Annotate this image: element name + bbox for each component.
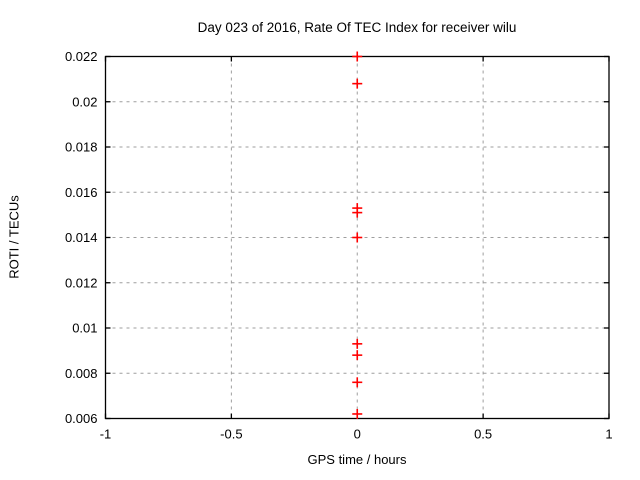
y-tick-label: 0.022 — [65, 49, 98, 64]
y-tick-label: 0.014 — [65, 230, 98, 245]
y-tick-label: 0.006 — [65, 411, 98, 426]
x-axis-label: GPS time / hours — [307, 452, 407, 467]
y-tick-label: 0.02 — [72, 94, 97, 109]
x-tick-label: 1 — [605, 427, 612, 442]
y-tick-label: 0.008 — [65, 366, 98, 381]
x-tick-label: 0.5 — [474, 427, 492, 442]
y-tick-label: 0.018 — [65, 140, 98, 155]
x-tick-label: 0 — [354, 427, 361, 442]
y-tick-label: 0.016 — [65, 185, 98, 200]
x-tick-label: -1 — [100, 427, 112, 442]
x-tick-label: -0.5 — [220, 427, 242, 442]
chart-title: Day 023 of 2016, Rate Of TEC Index for r… — [197, 20, 517, 35]
y-tick-label: 0.012 — [65, 275, 98, 290]
y-tick-label: 0.01 — [72, 321, 97, 336]
